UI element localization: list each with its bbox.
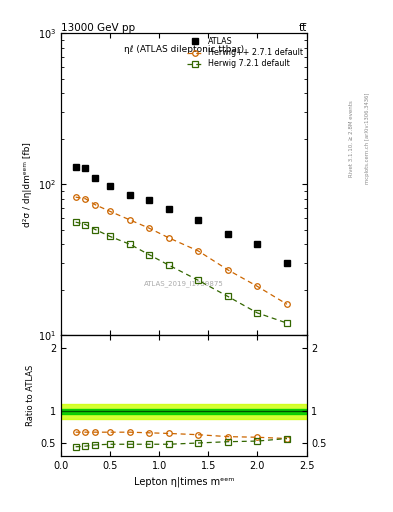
ATLAS xyxy=(147,197,152,203)
Herwig 7.2.1 default xyxy=(255,310,260,316)
Herwig++ 2.7.1 default xyxy=(93,202,98,208)
Herwig++ 2.7.1 default xyxy=(108,208,112,215)
Herwig++ 2.7.1 default xyxy=(255,283,260,289)
Legend: ATLAS, Herwig++ 2.7.1 default, Herwig 7.2.1 default: ATLAS, Herwig++ 2.7.1 default, Herwig 7.… xyxy=(185,36,304,70)
Herwig 7.2.1 default xyxy=(147,252,152,258)
Text: ηℓ (ATLAS dileptonic ttbar): ηℓ (ATLAS dileptonic ttbar) xyxy=(124,46,244,54)
Bar xyxy=(61,409,307,414)
Herwig++ 2.7.1 default xyxy=(285,301,289,307)
Herwig 7.2.1 default xyxy=(196,278,201,284)
Line: ATLAS: ATLAS xyxy=(73,164,290,266)
ATLAS xyxy=(83,165,88,172)
Text: 13000 GeV pp: 13000 GeV pp xyxy=(61,23,135,32)
Y-axis label: d²σ / dη|dmᵉᵉᵐ [fb]: d²σ / dη|dmᵉᵉᵐ [fb] xyxy=(23,142,32,227)
Herwig 7.2.1 default xyxy=(83,221,88,227)
Herwig 7.2.1 default xyxy=(127,241,132,247)
Line: Herwig++ 2.7.1 default: Herwig++ 2.7.1 default xyxy=(73,195,290,307)
Herwig++ 2.7.1 default xyxy=(127,217,132,223)
Herwig++ 2.7.1 default xyxy=(83,196,88,202)
Bar xyxy=(61,403,307,419)
X-axis label: Lepton η|times mᵉᵉᵐ: Lepton η|times mᵉᵉᵐ xyxy=(134,476,234,486)
Herwig 7.2.1 default xyxy=(226,293,230,300)
Text: ATLAS_2019_I1759875: ATLAS_2019_I1759875 xyxy=(144,281,224,287)
Herwig++ 2.7.1 default xyxy=(147,225,152,231)
Herwig++ 2.7.1 default xyxy=(196,248,201,254)
Herwig 7.2.1 default xyxy=(167,262,171,268)
ATLAS xyxy=(73,164,78,170)
Y-axis label: Ratio to ATLAS: Ratio to ATLAS xyxy=(26,365,35,426)
ATLAS xyxy=(255,241,260,247)
Herwig++ 2.7.1 default xyxy=(167,235,171,241)
ATLAS xyxy=(226,230,230,237)
ATLAS xyxy=(108,183,112,189)
ATLAS xyxy=(285,260,289,266)
Text: Rivet 3.1.10, ≥ 2.8M events: Rivet 3.1.10, ≥ 2.8M events xyxy=(349,100,354,177)
Herwig 7.2.1 default xyxy=(73,219,78,225)
Text: mcplots.cern.ch [arXiv:1306.3436]: mcplots.cern.ch [arXiv:1306.3436] xyxy=(365,93,370,184)
Text: tt̅: tt̅ xyxy=(298,23,307,32)
ATLAS xyxy=(167,206,171,212)
ATLAS xyxy=(196,217,201,223)
Herwig++ 2.7.1 default xyxy=(226,267,230,273)
Line: Herwig 7.2.1 default: Herwig 7.2.1 default xyxy=(73,219,290,326)
Herwig++ 2.7.1 default xyxy=(73,194,78,200)
Herwig 7.2.1 default xyxy=(108,233,112,240)
Herwig 7.2.1 default xyxy=(93,226,98,232)
ATLAS xyxy=(127,191,132,198)
Herwig 7.2.1 default xyxy=(285,320,289,326)
ATLAS xyxy=(93,175,98,181)
